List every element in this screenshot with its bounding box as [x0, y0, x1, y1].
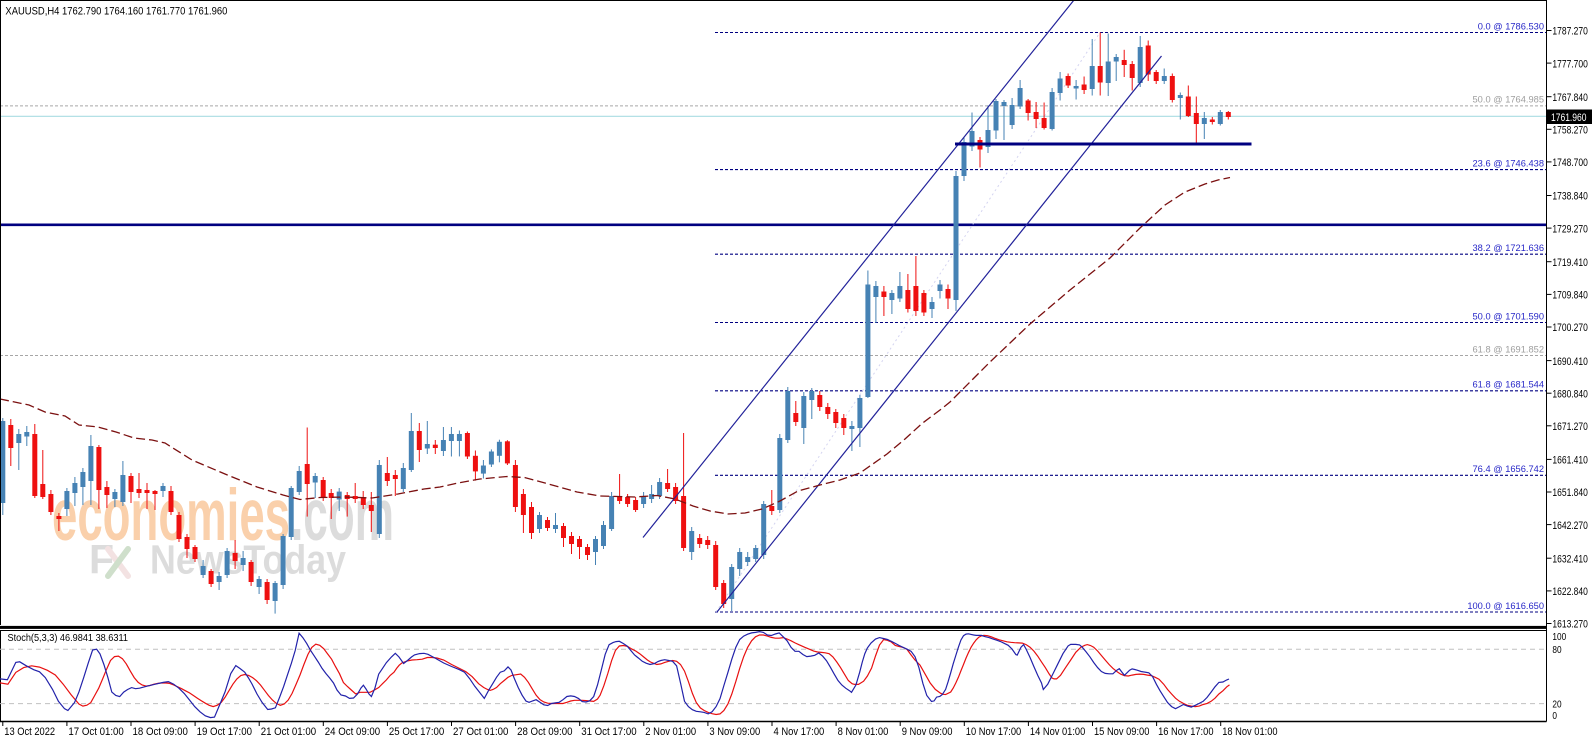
svg-text:9 Nov 09:00: 9 Nov 09:00 — [902, 726, 953, 738]
svg-text:76.4 @ 1656.742: 76.4 @ 1656.742 — [1473, 464, 1544, 474]
svg-text:1632.410: 1632.410 — [1552, 553, 1588, 565]
svg-text:28 Oct 09:00: 28 Oct 09:00 — [517, 726, 572, 738]
svg-text:31 Oct 17:00: 31 Oct 17:00 — [581, 726, 636, 738]
svg-text:1758.270: 1758.270 — [1552, 125, 1588, 137]
svg-text:3 Nov 09:00: 3 Nov 09:00 — [709, 726, 760, 738]
svg-text:1719.410: 1719.410 — [1552, 257, 1588, 269]
svg-text:23.6 @ 1746.438: 23.6 @ 1746.438 — [1473, 158, 1544, 168]
svg-text:1661.410: 1661.410 — [1552, 455, 1588, 467]
svg-text:27 Oct 01:00: 27 Oct 01:00 — [453, 726, 508, 738]
svg-text:0: 0 — [1552, 710, 1557, 722]
svg-text:10 Nov 17:00: 10 Nov 17:00 — [966, 726, 1021, 738]
svg-text:XAUUSD,H4 1762.790 1764.160 1: XAUUSD,H4 1762.790 1764.160 1761.770 176… — [5, 6, 227, 18]
svg-text:1729.270: 1729.270 — [1552, 223, 1588, 235]
svg-text:50.0 @ 1764.985: 50.0 @ 1764.985 — [1473, 95, 1544, 105]
svg-text:50.0 @ 1701.590: 50.0 @ 1701.590 — [1473, 311, 1544, 321]
svg-text:0.0 @ 1786.530: 0.0 @ 1786.530 — [1478, 21, 1544, 31]
svg-text:25 Oct 17:00: 25 Oct 17:00 — [389, 726, 444, 738]
svg-text:1767.840: 1767.840 — [1552, 92, 1588, 104]
svg-text:100: 100 — [1552, 631, 1566, 643]
svg-text:1748.700: 1748.700 — [1552, 157, 1588, 169]
svg-text:1777.700: 1777.700 — [1552, 58, 1588, 70]
svg-text:18 Oct 09:00: 18 Oct 09:00 — [133, 726, 188, 738]
svg-text:1738.840: 1738.840 — [1552, 191, 1588, 203]
svg-text:NewsToday: NewsToday — [150, 537, 346, 583]
svg-text:24 Oct 09:00: 24 Oct 09:00 — [325, 726, 380, 738]
svg-text:1680.840: 1680.840 — [1552, 388, 1588, 400]
svg-text:1709.840: 1709.840 — [1552, 290, 1588, 302]
svg-text:15 Nov 09:00: 15 Nov 09:00 — [1094, 726, 1149, 738]
svg-text:13 Oct 2022: 13 Oct 2022 — [4, 726, 55, 738]
svg-text:8 Nov 01:00: 8 Nov 01:00 — [838, 726, 889, 738]
svg-text:1671.270: 1671.270 — [1552, 421, 1588, 433]
svg-text:2 Nov 01:00: 2 Nov 01:00 — [645, 726, 696, 738]
svg-text:19 Oct 17:00: 19 Oct 17:00 — [197, 726, 252, 738]
svg-text:1642.270: 1642.270 — [1552, 520, 1588, 532]
svg-text:1622.840: 1622.840 — [1552, 586, 1588, 598]
svg-text:80: 80 — [1552, 644, 1561, 656]
svg-text:17 Oct 01:00: 17 Oct 01:00 — [68, 726, 123, 738]
svg-text:1700.270: 1700.270 — [1552, 322, 1588, 334]
svg-text:20: 20 — [1552, 698, 1561, 710]
svg-text:4 Nov 17:00: 4 Nov 17:00 — [774, 726, 825, 738]
svg-text:38.2 @ 1721.636: 38.2 @ 1721.636 — [1473, 243, 1544, 253]
svg-text:14 Nov 01:00: 14 Nov 01:00 — [1030, 726, 1085, 738]
svg-text:1761.960: 1761.960 — [1551, 112, 1587, 124]
svg-text:Stoch(5,3,3) 46.9841 38.6311: Stoch(5,3,3) 46.9841 38.6311 — [8, 633, 129, 644]
svg-text:61.8 @ 1681.544: 61.8 @ 1681.544 — [1473, 380, 1544, 390]
svg-text:16 Nov 17:00: 16 Nov 17:00 — [1158, 726, 1213, 738]
svg-text:1651.840: 1651.840 — [1552, 487, 1588, 499]
svg-text:18 Nov 01:00: 18 Nov 01:00 — [1222, 726, 1277, 738]
svg-text:100.0 @ 1616.650: 100.0 @ 1616.650 — [1467, 601, 1544, 611]
svg-text:1690.410: 1690.410 — [1552, 356, 1588, 368]
svg-text:61.8 @ 1691.852: 61.8 @ 1691.852 — [1473, 344, 1544, 354]
svg-text:21 Oct 01:00: 21 Oct 01:00 — [261, 726, 316, 738]
svg-text:1787.270: 1787.270 — [1552, 26, 1588, 38]
svg-text:1613.270: 1613.270 — [1552, 619, 1588, 631]
